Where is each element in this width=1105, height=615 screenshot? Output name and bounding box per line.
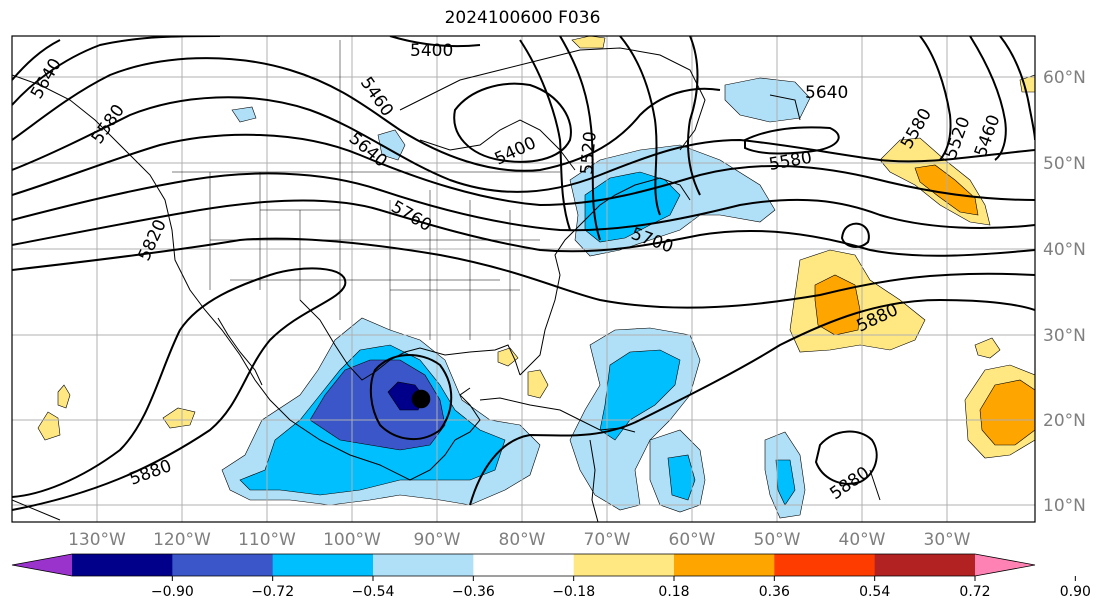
colorbar-segment [172,554,274,576]
colorbar-tick-label: −0.36 [452,584,495,600]
colorbar-segment [272,554,374,576]
colorbar-tick-label: −0.18 [552,584,595,600]
colorbar-segment [774,554,876,576]
plot-frame [11,35,1036,523]
colorbar-segment [473,554,575,576]
lon-label: 120°W [153,530,211,550]
lat-label: 40°N [1043,240,1086,260]
lon-label: 130°W [68,530,126,550]
colorbar-tick-label: 0.36 [759,584,790,600]
latitude-labels: 60°N 50°N 40°N 30°N 20°N 10°N [1043,68,1086,516]
longitude-labels: 130°W 120°W 110°W 100°W 90°W 80°W 70°W 6… [68,530,971,550]
lat-label: 60°N [1043,68,1086,88]
colorbar-tick-label: −0.90 [151,584,194,600]
lon-label: 100°W [323,530,381,550]
colorbar-tick-label: −0.54 [352,584,395,600]
contour-label-5520: 5520 [577,131,601,176]
colorbar-segment [72,554,173,576]
lon-label: 30°W [924,530,971,550]
colorbar-tick-label: 0.90 [1060,584,1091,600]
lon-label: 80°W [499,530,546,550]
colorbar-segment [874,554,976,576]
lat-label: 20°N [1043,411,1086,431]
lat-label: 50°N [1043,154,1086,174]
colorbar-tick-label: −0.72 [251,584,294,600]
contour-label-5400: 5400 [410,41,453,61]
map-title: 2024100600 F036 [444,8,601,28]
coastlines [12,47,881,522]
lon-label: 70°W [584,530,631,550]
lon-label: 50°W [754,530,801,550]
colorbar-segment [573,554,675,576]
contour-label-5640: 5640 [805,83,848,103]
colorbar-tick-label: 0.72 [959,584,990,600]
colorbar-extend-high [975,554,1035,576]
contour-5880-south [12,267,347,511]
colorbar: −0.90 −0.72 −0.54 −0.36 −0.18 0.18 0.36 0.54 0.7… [11,553,1091,600]
graticule [12,36,1035,522]
lon-label: 90°W [414,530,461,550]
lat-label: 10°N [1043,496,1086,516]
colorbar-tick-label: 0.54 [859,584,890,600]
lon-label: 40°W [839,530,886,550]
colorbar-segment [674,554,775,576]
colorbar-outline [11,553,1036,577]
lat-label: 30°N [1043,326,1086,346]
colorbar-segment [373,554,474,576]
colorbar-tick-label: 0.18 [658,584,689,600]
colorbar-extend-low [12,554,72,576]
height-contours [12,36,1035,511]
lon-label: 110°W [238,530,296,550]
lon-label: 60°W [669,530,716,550]
map-plot-area: 5400 5400 5460 5460 5520 5520 5580 5580 … [12,36,1035,522]
state-borders [172,40,560,340]
